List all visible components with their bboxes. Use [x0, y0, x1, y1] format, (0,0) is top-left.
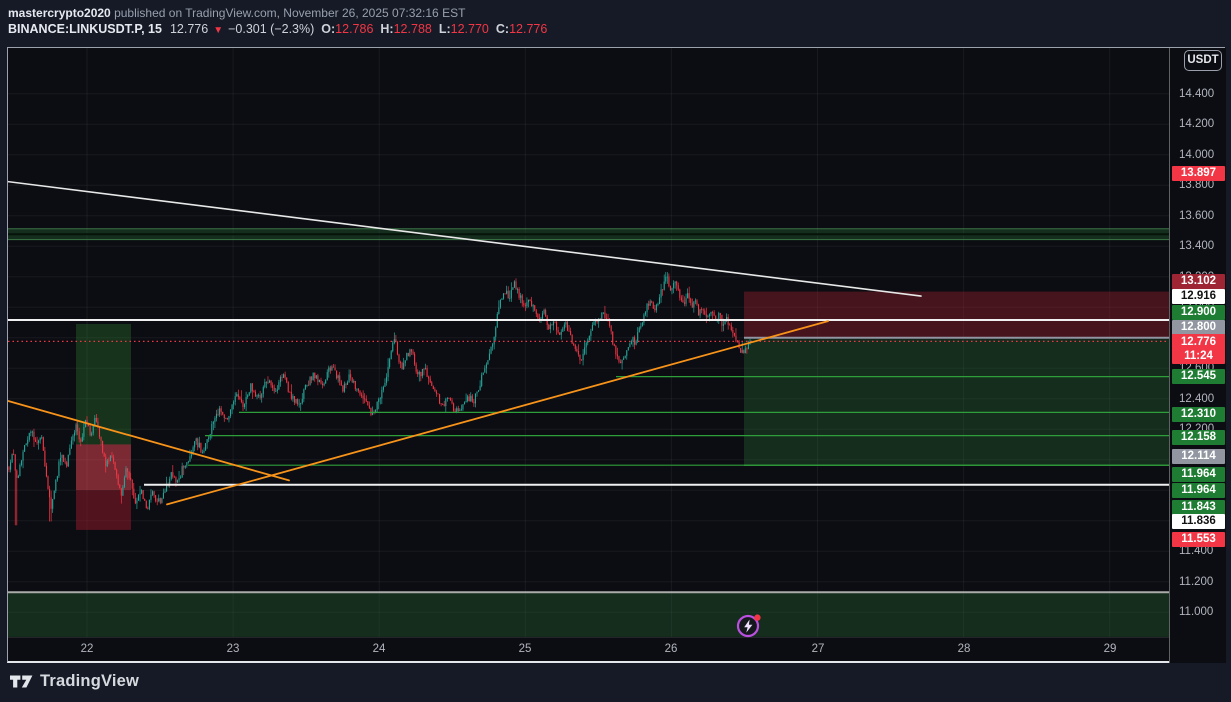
zone-left-long-loss-upper [76, 444, 131, 491]
author-link[interactable]: mastercrypto2020 [8, 6, 111, 20]
price-label-11.843: 11.843 [1172, 500, 1225, 515]
price-tick-13.800: 13.800 [1179, 179, 1215, 191]
time-label-23: 23 [226, 643, 240, 655]
down-arrow-icon: ▼ [213, 25, 224, 36]
time-label-29: 29 [1103, 643, 1117, 655]
time-axis[interactable]: 22 23 24 25 26 27 28 29 [8, 637, 1169, 662]
time-label-25: 25 [518, 643, 532, 655]
price-tick-11.000: 11.000 [1179, 606, 1214, 618]
price-tick-12.400: 12.400 [1179, 393, 1215, 405]
chart-plot-area[interactable] [8, 48, 1169, 664]
ascending-orange [166, 320, 829, 506]
price-label-12.310: 12.310 [1172, 407, 1225, 422]
descending-orange [8, 400, 290, 482]
price-label-13.897: 13.897 [1172, 166, 1225, 181]
countdown-timer: 11:24 [1184, 350, 1213, 362]
zone-left-long-profit [76, 324, 131, 445]
time-label-26: 26 [664, 643, 678, 655]
ohlc-value: 12.788 [393, 22, 432, 36]
levels-layer [8, 319, 1169, 594]
price-label-11.964: 11.964 [1172, 467, 1225, 482]
price-tick-13.400: 13.400 [1179, 240, 1215, 252]
price-label-12.916: 12.916 [1172, 289, 1225, 304]
descending-resistance-white [8, 180, 922, 297]
time-label-24: 24 [372, 643, 386, 655]
price-change: −0.301 (−2.3%) [228, 22, 315, 36]
zone-right-supply [744, 291, 1169, 338]
time-label-28: 28 [957, 643, 971, 655]
zone-right-demand [744, 339, 1169, 466]
price-label-12.114: 12.114 [1172, 449, 1225, 464]
byline: mastercrypto2020 published on TradingVie… [8, 6, 465, 20]
price-tick-14.200: 14.200 [1179, 118, 1215, 130]
price-tick-14.400: 14.400 [1179, 88, 1215, 100]
snapshot-header: mastercrypto2020 published on TradingVie… [0, 0, 1231, 47]
time-label-22: 22 [80, 643, 94, 655]
notification-dot [754, 614, 761, 621]
price-label-11.964: 11.964 [1172, 483, 1225, 498]
zone-left-long-loss-lower [76, 490, 131, 530]
tradingview-logo[interactable]: TradingView [10, 672, 139, 691]
byline-text: published on TradingView.com, November 2… [110, 6, 466, 20]
chart-canvas [8, 48, 1169, 637]
price-tick-11.400: 11.400 [1179, 545, 1214, 557]
idea-flash-icon[interactable] [734, 610, 764, 640]
tradingview-logo-text: TradingView [40, 672, 140, 690]
ohlc-value: 12.770 [450, 22, 489, 36]
ohlc-value: 12.776 [509, 22, 548, 36]
trendlines-layer [8, 180, 922, 506]
snapshot-footer: TradingView [0, 663, 1231, 702]
price-tick-11.200: 11.200 [1179, 576, 1214, 588]
tradingview-logo-icon [10, 675, 33, 688]
ohlc-label: H: [380, 22, 394, 36]
ohlc-value: 12.786 [335, 22, 374, 36]
price-tick-14.000: 14.000 [1179, 149, 1215, 161]
zone-bottom-demand [8, 592, 1169, 637]
currency-unit-button[interactable]: USDT [1184, 50, 1222, 71]
price-label-11.553: 11.553 [1172, 532, 1225, 547]
price-label-12.776: 12.776 11:24 [1172, 334, 1225, 364]
price-axis[interactable]: USDT 14.400 14.200 14.000 13.800 13.600 13.40… [1169, 48, 1226, 664]
symbol-status-line: BINANCE:LINKUSDT.P, 15 12.776 ▼ −0.301 (−2.… [8, 22, 547, 36]
time-label-27: 27 [811, 643, 825, 655]
chart-widget: 22 23 24 25 26 27 28 29 USDT 14.400 14.200 14.000… [7, 47, 1226, 664]
price-tick-13.600: 13.600 [1179, 210, 1215, 222]
ohlc-label: L: [438, 22, 451, 36]
last-price: 12.776 [169, 22, 209, 36]
price-label-12.900: 12.900 [1172, 305, 1225, 320]
price-label-11.836: 11.836 [1172, 514, 1225, 529]
price-label-13.102: 13.102 [1172, 274, 1225, 289]
price-label-12.158: 12.158 [1172, 430, 1225, 445]
zones-layer [8, 228, 1169, 637]
ohlc-values: O:12.786 H:12.788 L:12.770 C:12.776 [314, 22, 547, 36]
ohlc-label: O: [321, 22, 336, 36]
price-label-12.545: 12.545 [1172, 369, 1225, 384]
price-label-12.800: 12.800 [1172, 320, 1225, 335]
ohlc-label: C: [495, 22, 510, 36]
symbol-name[interactable]: BINANCE:LINKUSDT.P, 15 [8, 22, 162, 36]
grid-layer [8, 48, 1169, 637]
